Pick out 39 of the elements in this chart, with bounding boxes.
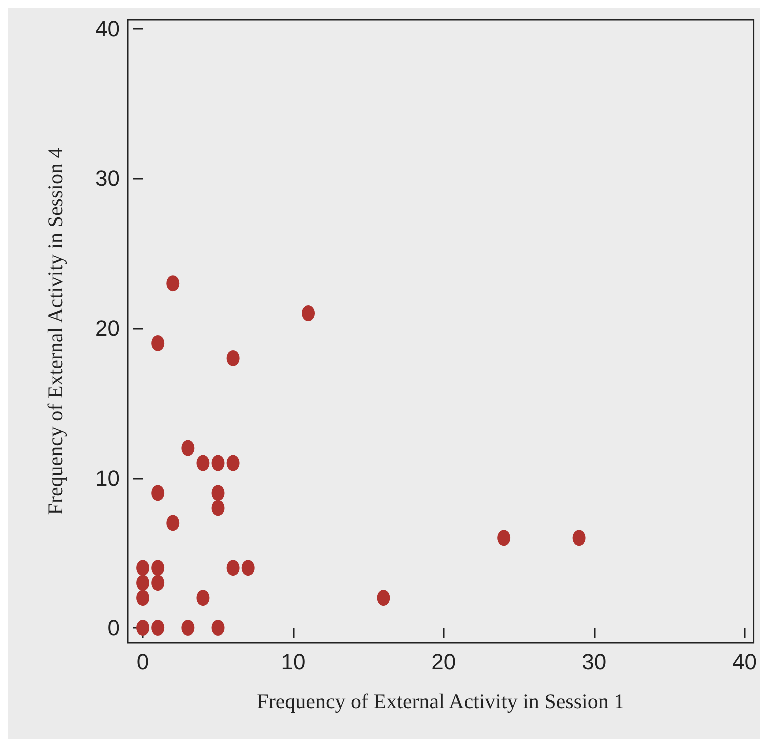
y-tick-label: 30 — [96, 166, 120, 192]
x-tick-label: 20 — [432, 650, 456, 674]
y-axis-title: Frequency of External Activity in Session 4 — [44, 147, 68, 516]
point — [182, 620, 195, 636]
point — [302, 306, 316, 322]
point — [136, 575, 150, 592]
point — [212, 620, 225, 636]
point — [152, 560, 165, 576]
point — [226, 560, 240, 576]
point — [152, 620, 165, 636]
point — [166, 515, 180, 532]
y-tick-label: 20 — [96, 316, 120, 342]
point — [572, 530, 586, 546]
point — [136, 560, 150, 576]
point — [212, 500, 225, 516]
y-tick-label: 40 — [96, 16, 120, 42]
point — [226, 350, 240, 366]
point — [498, 530, 511, 546]
point — [212, 485, 225, 502]
point — [136, 590, 150, 606]
x-tick-label: 0 — [136, 650, 150, 674]
point — [212, 455, 225, 472]
point — [166, 276, 180, 292]
point — [152, 575, 165, 592]
x-axis-title: Frequency of External Activity in Session 1 — [257, 690, 625, 714]
point — [377, 590, 390, 606]
y-tick-label: 0 — [108, 616, 120, 641]
point — [196, 590, 210, 606]
x-tick-label: 10 — [281, 650, 306, 674]
x-tick-label: 40 — [732, 650, 758, 674]
y-tick-label: 10 — [96, 466, 120, 491]
point — [242, 560, 255, 576]
point — [226, 455, 240, 472]
point — [152, 485, 165, 502]
point — [182, 440, 195, 456]
x-tick-label: 30 — [582, 650, 607, 674]
point — [136, 620, 150, 636]
point — [152, 335, 165, 352]
point — [196, 455, 210, 472]
